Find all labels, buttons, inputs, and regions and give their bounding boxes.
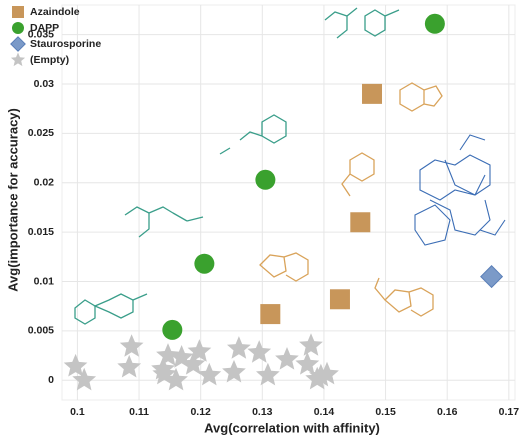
circle-marker: [424, 13, 445, 34]
star-marker: [197, 362, 222, 386]
square-marker: [329, 289, 350, 310]
star-marker: [256, 362, 280, 386]
x-tick-label: 0.16: [437, 406, 458, 418]
star-marker: [299, 333, 323, 356]
star-marker: [187, 339, 212, 362]
star-marker: [315, 361, 339, 385]
x-tick-label: 0.15: [375, 406, 396, 418]
star-marker: [156, 343, 180, 366]
plot-area: [61, 4, 516, 401]
y-tick-label: 0.02: [34, 177, 55, 189]
y-axis-title: Avg(importance for accuracy): [5, 108, 20, 292]
star-marker: [295, 351, 320, 375]
diamond-marker: [10, 36, 26, 52]
star-marker: [181, 351, 206, 375]
y-tick-label: 0: [48, 374, 54, 386]
star-marker: [247, 340, 272, 363]
square-marker: [350, 212, 371, 233]
x-tick-label: 0.12: [190, 406, 211, 418]
x-tick-label: 0.17: [499, 406, 520, 418]
legend-label: DAPP: [30, 22, 59, 34]
diamond-marker: [480, 265, 504, 289]
grid: [61, 4, 516, 401]
y-tick-label: 0.005: [28, 325, 54, 337]
x-axis-title: Avg(correlation with affinity): [204, 420, 380, 435]
star-marker: [164, 367, 188, 391]
legend-label: Staurosporine: [30, 38, 101, 50]
y-tick-label: 0.015: [28, 226, 54, 238]
star-marker: [227, 336, 251, 359]
y-tick-label: 0.01: [34, 275, 55, 287]
x-tick-label: 0.14: [314, 406, 335, 418]
square-marker: [362, 83, 383, 104]
circle-marker: [12, 22, 24, 34]
star-marker: [117, 354, 142, 378]
star-marker: [119, 334, 144, 357]
square-marker: [260, 304, 281, 325]
x-tick-label: 0.11: [129, 406, 149, 418]
star-marker: [222, 359, 246, 383]
star-marker: [72, 367, 97, 391]
circle-marker: [255, 169, 276, 190]
legend: Azaindole DAPP Staurosporine (Empty): [10, 6, 101, 67]
star-marker: [275, 347, 299, 370]
marks: [63, 13, 504, 391]
circle-marker: [162, 319, 183, 340]
star-marker: [10, 52, 26, 67]
legend-label: (Empty): [30, 54, 69, 66]
y-tick-label: 0.035: [28, 28, 54, 40]
star-marker: [63, 353, 88, 377]
x-tick-label: 0.1: [70, 406, 85, 418]
x-tick-label: 0.13: [252, 406, 273, 418]
molecule-sketches: [74, 7, 506, 325]
circle-marker: [194, 253, 215, 274]
star-marker: [169, 345, 194, 368]
legend-label: Azaindole: [30, 6, 80, 18]
y-tick-label: 0.025: [28, 127, 54, 139]
y-tick-label: 0.03: [34, 78, 55, 90]
square-marker: [12, 6, 24, 18]
